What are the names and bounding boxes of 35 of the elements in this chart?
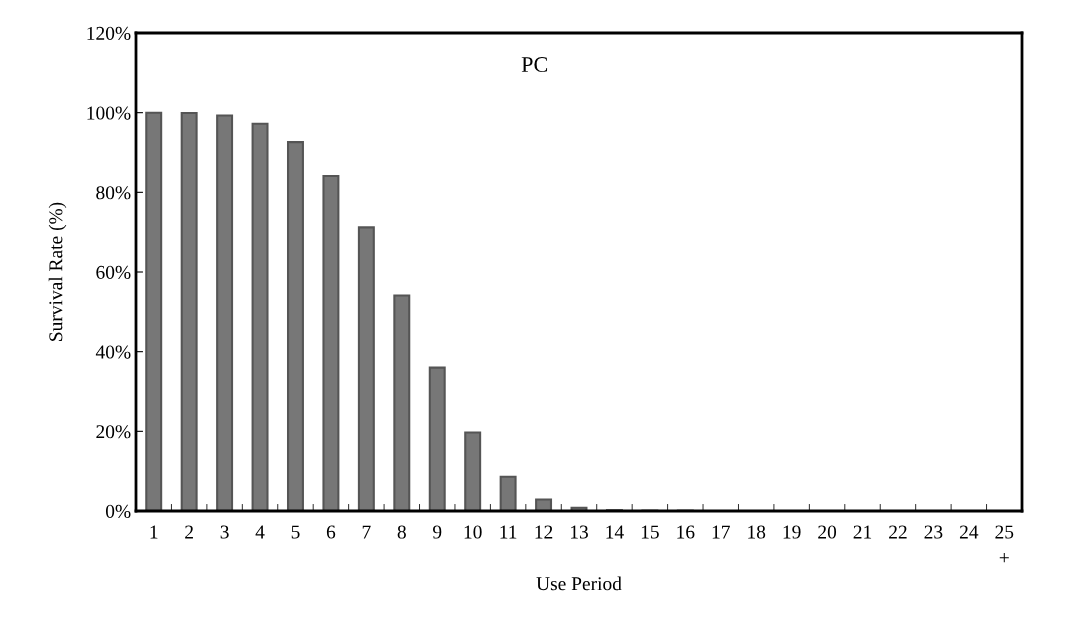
y-tick-label: 120% <box>87 26 131 40</box>
x-tick-label: 10 <box>464 525 482 539</box>
x-tick-label: 8 <box>397 525 406 539</box>
x-axis-title: Use Period <box>536 576 622 591</box>
x-tick-label: 14 <box>606 525 624 539</box>
x-tick-label: 18 <box>748 525 766 539</box>
x-tick-label: 22 <box>889 525 907 539</box>
y-tick-label: 100% <box>87 106 131 120</box>
x-tick-label: 6 <box>326 525 336 539</box>
text: PC <box>521 57 548 73</box>
x-tick-label: 21 <box>853 525 872 539</box>
x-tick-label: 2 <box>185 525 193 539</box>
x-tick-label: 23 <box>924 525 943 539</box>
y-tick-label: 40% <box>95 345 131 359</box>
x-tick-label: 4 <box>255 525 265 539</box>
y-tick-label: 80% <box>96 186 131 200</box>
x-tick-label: 19 <box>783 525 801 539</box>
x-tick-label: 17 <box>712 525 730 539</box>
x-tick-label: 11 <box>500 525 517 539</box>
x-tick-label: 15 <box>641 525 659 539</box>
y-axis-title: Survival Rate (%) <box>48 202 67 341</box>
x-tick-label: 3 <box>220 525 229 539</box>
x-tick-label: 16 <box>677 525 695 539</box>
x-tick-label: 7 <box>362 525 371 539</box>
y-tick-label: 0% <box>105 504 131 518</box>
x-tick-label: 24 <box>959 525 979 539</box>
y-tick-label: 60% <box>96 265 131 279</box>
x-tick-label: 9 <box>433 525 442 539</box>
x-tick-label: 20 <box>818 525 837 539</box>
x-tick-label: 1 <box>150 525 158 539</box>
x-tick-label: 12 <box>535 525 553 539</box>
x-tick-label: 5 <box>291 525 300 539</box>
x-tick-label: 25 + <box>995 525 1014 563</box>
y-tick-label: 20% <box>96 425 131 439</box>
x-tick-label: 13 <box>570 525 588 539</box>
